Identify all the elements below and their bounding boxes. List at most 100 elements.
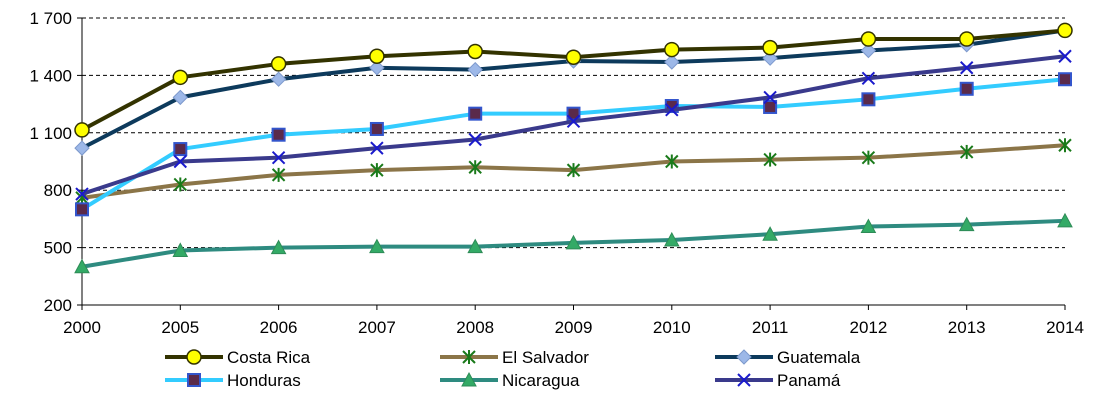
data-point [860,42,877,59]
x-tick-label: 2013 [948,318,986,337]
data-point [566,114,581,129]
data-point [958,31,975,47]
data-point [663,231,680,247]
series-honduras [75,72,1072,217]
data-point [1058,49,1072,63]
data-point [468,132,482,147]
data-point [762,226,778,241]
x-tick-label: 2009 [555,318,593,337]
x-tick-label: 2005 [161,318,199,337]
data-point [74,258,90,274]
legend-marker [186,349,202,365]
x-tick-label: 2014 [1046,318,1084,337]
data-point [173,177,188,192]
data-point [959,144,974,159]
series-el-salvador [75,138,1072,205]
data-point [664,41,680,58]
data-point [270,56,287,72]
data-point [467,61,483,78]
legend-item-el-salvador: El Salvador [440,348,589,367]
y-tick-label: 1 400 [29,66,72,85]
y-tick-label: 500 [44,239,72,258]
data-point [75,187,89,201]
data-point [860,31,877,47]
legend-label: Costa Rica [227,348,311,367]
data-point [468,160,482,175]
data-point [763,90,777,105]
data-point [370,141,384,155]
data-point [369,121,384,136]
legend-marker [737,373,751,387]
series-nicaragua [74,212,1073,274]
data-point [1058,138,1072,153]
data-point [1058,72,1072,87]
y-tick-label: 200 [44,296,72,315]
x-tick-label: 2000 [63,318,101,337]
data-point [369,48,385,65]
data-point [861,150,876,165]
series-guatemala [74,22,1073,156]
data-point [861,92,876,107]
x-tick-label: 2012 [849,318,887,337]
data-point [172,89,189,106]
data-point [271,127,286,142]
data-point [566,163,581,178]
legend-item-panam-: Panamá [715,371,841,390]
data-point [958,216,975,232]
series-costa-rica [74,22,1073,138]
legend-marker [461,371,477,387]
legend-label: Panamá [777,371,841,390]
data-point [75,202,89,217]
data-point [468,106,483,121]
legend-marker [736,349,752,365]
legend-marker [462,350,476,364]
data-point [1057,22,1073,39]
data-point [565,49,582,65]
data-point [467,238,484,254]
x-tick-label: 2011 [752,318,789,337]
data-point [370,163,384,178]
y-tick-label: 1 100 [29,124,72,143]
legend-item-costa-rica: Costa Rica [165,348,311,367]
data-point [172,242,189,257]
legend-label: El Salvador [502,348,589,367]
legend-item-honduras: Honduras [165,371,301,390]
data-point [74,140,90,156]
data-point [369,238,385,254]
series-panam- [75,49,1072,201]
data-point [172,69,189,86]
data-point [762,39,778,56]
data-point [959,81,974,96]
data-point [369,60,385,76]
data-point [664,54,680,70]
data-point [860,218,877,234]
data-point [74,122,90,138]
legend-marker [187,373,201,387]
data-point [271,150,286,165]
data-point [173,142,188,157]
legend: Costa Rica El Salvador Guatemala Honduras Ni… [165,348,861,390]
legend-label: Honduras [227,371,301,390]
data-point [665,154,679,169]
series-line [81,28,1066,150]
y-tick-labels: 200 500 800 1 100 1 400 1 700 [29,9,72,315]
data-point [271,167,286,182]
x-tick-label: 2008 [456,318,494,337]
data-point [665,103,679,117]
data-point [270,239,287,255]
data-point [1057,212,1073,228]
data-point [467,43,483,60]
x-tick-label: 2006 [260,318,298,337]
data-point [270,71,287,87]
legend-item-guatemala: Guatemala [715,348,861,367]
data-point [959,61,974,75]
data-point [861,71,876,85]
data-point [763,152,777,167]
legend-item-nicaragua: Nicaragua [440,371,580,390]
legend-label: Guatemala [777,348,861,367]
data-point [763,99,778,114]
y-tick-label: 1 700 [29,9,72,28]
y-tick-label: 800 [44,181,72,200]
